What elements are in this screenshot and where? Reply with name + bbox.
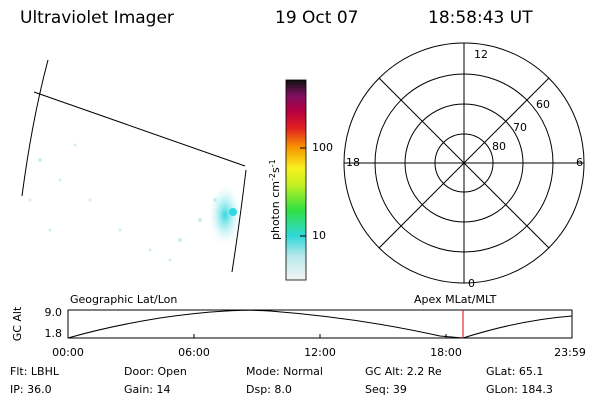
mlt-label: 0 [468, 277, 475, 290]
info-field: GLat: 65.1 [486, 365, 543, 378]
colorbar-tick-label: 100 [312, 141, 333, 154]
date: 19 Oct 07 [275, 8, 358, 28]
info-field: GC Alt: 2.2 Re [365, 365, 442, 378]
x-tick-label: 12:00 [304, 346, 336, 359]
unit: photon cm [269, 181, 282, 240]
info-field: GLon: 184.3 [486, 383, 553, 396]
mlt-label: 18 [346, 156, 360, 169]
y-axis-label: GC Alt [11, 306, 24, 341]
polar-grid [343, 42, 585, 284]
info-field: Seq: 39 [365, 383, 407, 396]
exponent: -2 [268, 173, 277, 181]
plot-title: Apex MLat/MLT [414, 293, 497, 306]
title: Ultraviolet Imager [20, 8, 174, 28]
info-field: Mode: Normal [246, 365, 323, 378]
info-field: Gain: 14 [124, 383, 171, 396]
x-tick-label: 06:00 [178, 346, 210, 359]
colorbar-label: photon cm-2s-1 [268, 159, 283, 240]
info-field: Flt: LBHL [10, 365, 60, 378]
lat-label: 70 [513, 121, 527, 134]
time: 18:58:43 UT [428, 8, 533, 28]
lat-label: 60 [536, 98, 550, 111]
y-tick-label: 1.8 [45, 327, 63, 340]
exponent: -1 [268, 159, 277, 167]
colorbar-tick-label: 10 [312, 229, 326, 242]
x-tick-label: 00:00 [52, 346, 84, 359]
colorbar [285, 79, 307, 281]
lat-label: 80 [492, 140, 506, 153]
info-field: IP: 36.0 [10, 383, 52, 396]
info-field: Door: Open [124, 365, 187, 378]
info-field: Dsp: 8.0 [246, 383, 292, 396]
image-panel [21, 59, 247, 273]
x-tick-label: 18:00 [430, 346, 462, 359]
x-ticks [67, 334, 447, 338]
x-tick-label: 23:59 [554, 346, 586, 359]
y-tick-label: 9.0 [45, 306, 63, 319]
unit: s [269, 167, 282, 173]
mlt-label: 6 [576, 156, 583, 169]
info-panel: Flt: LBHL Door: Open Mode: Normal GC Alt: 2… [10, 365, 553, 396]
plot-frame [67, 309, 573, 339]
altitude-trace [67, 309, 573, 339]
mlt-label: 12 [474, 48, 488, 61]
plot-title: Geographic Lat/Lon [70, 293, 177, 306]
